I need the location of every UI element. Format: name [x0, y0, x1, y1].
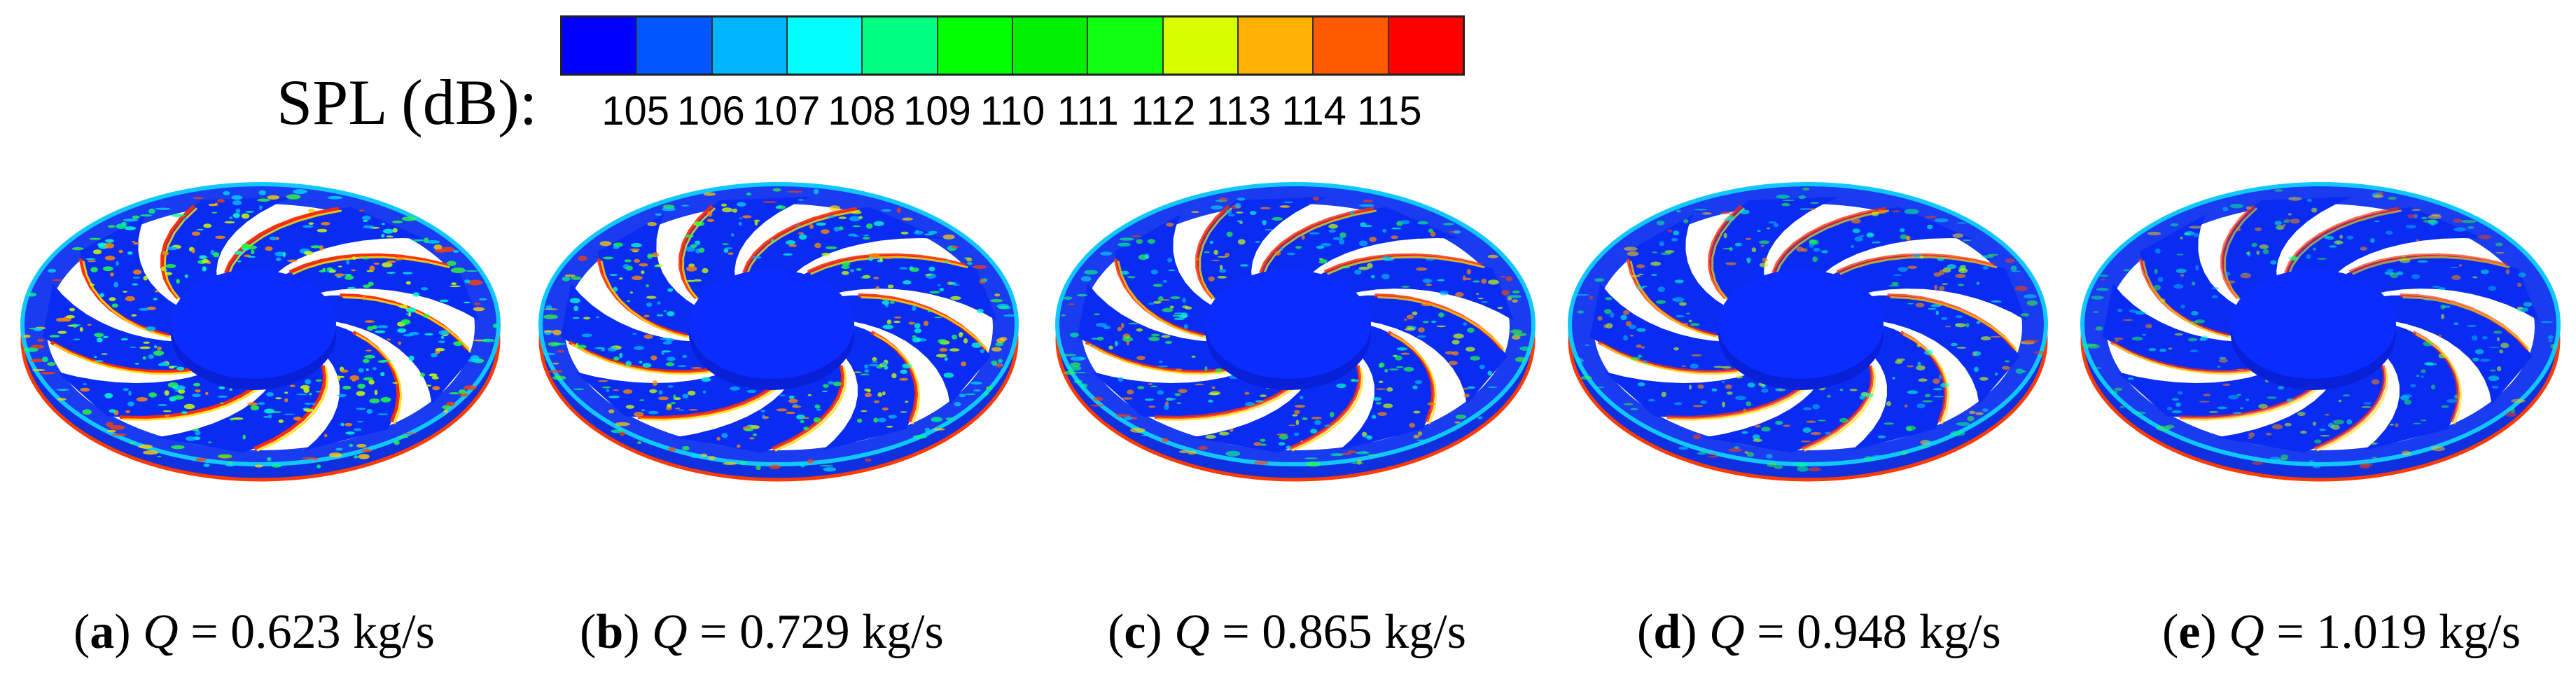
colorbar-swatch [1388, 18, 1463, 74]
caption-e: (e) Q = 1.019 kg/s [2162, 605, 2521, 659]
legend-title: SPL (dB): [277, 67, 538, 138]
colorbar-swatch [1088, 18, 1164, 74]
colorbar-swatch [1163, 18, 1239, 74]
fan-panel-a [15, 167, 506, 503]
colorbar [560, 15, 1465, 76]
caption-b: (b) Q = 0.729 kg/s [580, 605, 944, 659]
colorbar-swatch [1012, 18, 1089, 74]
colorbar-swatch [938, 18, 1013, 74]
colorbar-tick-label: 107 [752, 88, 821, 134]
caption-d: (d) Q = 0.948 kg/s [1637, 605, 2001, 659]
caption-c: (c) Q = 0.865 kg/s [1108, 605, 1466, 659]
colorbar-swatch [562, 18, 638, 74]
colorbar-swatch [1238, 18, 1314, 74]
fan-spl-contour [2080, 182, 2561, 482]
fan-panel-d [1563, 167, 2053, 503]
colorbar-swatch [863, 18, 938, 74]
colorbar-swatch [1314, 18, 1389, 74]
colorbar-tick-label: 113 [1206, 88, 1272, 134]
fan-panel-e [2075, 167, 2565, 503]
fan-panel-c [1050, 167, 1540, 503]
colorbar-tick-label: 112 [1131, 88, 1196, 134]
colorbar-tick-label: 109 [903, 88, 971, 134]
colorbar-swatch [712, 18, 788, 74]
colorbar-tick-label: 115 [1357, 88, 1422, 134]
colorbar-swatch [787, 18, 863, 74]
colorbar-tick-label: 108 [828, 88, 896, 134]
fan-spl-contour [1568, 182, 2048, 482]
fan-spl-contour [538, 182, 1019, 482]
colorbar-tick-label: 111 [1057, 88, 1119, 134]
fan-spl-contour [1055, 182, 1536, 482]
fan-spl-contour [20, 182, 501, 482]
colorbar-tick-label: 105 [601, 88, 670, 134]
colorbar-tick-label: 110 [980, 88, 1045, 134]
colorbar-ticks: 105 106 107 108 109 110 111 112 113 114 115 [560, 91, 1465, 140]
colorbar-swatch [637, 18, 713, 74]
fan-panel-b [534, 167, 1024, 503]
colorbar-tick-label: 114 [1281, 88, 1346, 134]
caption-a: (a) Q = 0.623 kg/s [74, 605, 435, 659]
colorbar-tick-label: 106 [676, 88, 745, 134]
